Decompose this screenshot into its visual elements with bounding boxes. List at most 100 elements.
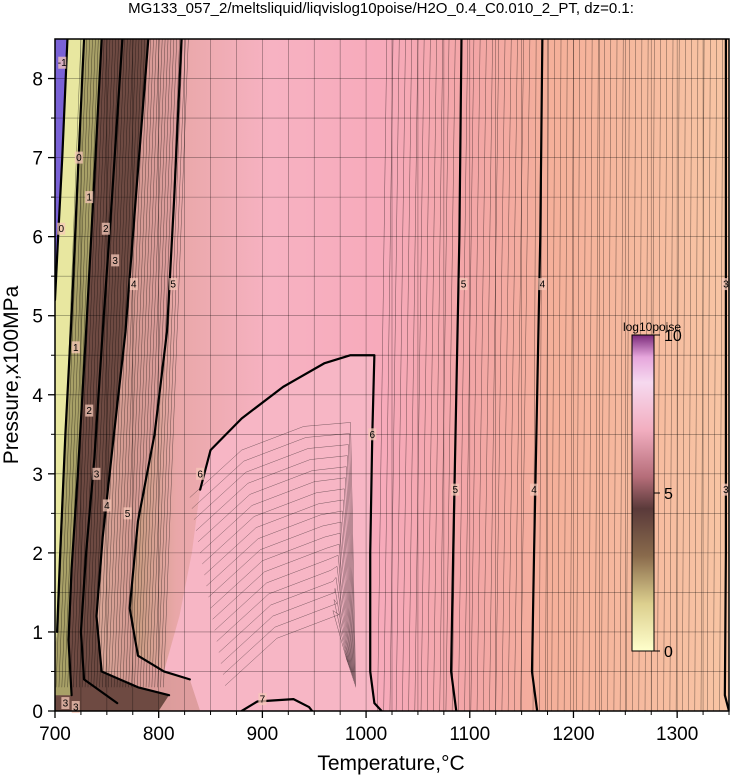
minor-contour	[64, 39, 90, 688]
minor-contour	[576, 39, 580, 711]
y-axis: 0 1 2 3 4 5 6 7 8	[32, 70, 55, 723]
minor-contour	[613, 39, 618, 711]
minor-contour	[588, 39, 593, 711]
minor-contour	[501, 39, 512, 711]
minor-contour	[113, 39, 140, 688]
contour-label: 2	[101, 222, 110, 235]
minor-contour	[557, 39, 562, 711]
x-tick-label: 1100	[449, 724, 490, 745]
minor-contour	[212, 543, 351, 670]
contour-label: -1	[58, 56, 67, 69]
minor-contour	[208, 521, 352, 674]
minor-contour	[482, 39, 493, 711]
svg-text:1: 1	[86, 193, 92, 204]
minor-contour	[134, 39, 160, 688]
y-tick-label: 4	[32, 386, 43, 407]
minor-contour	[420, 39, 431, 711]
contour-label: 3	[721, 483, 730, 496]
minor-contour	[464, 39, 475, 711]
contour-label: 3	[61, 697, 70, 710]
minor-contour	[139, 39, 166, 688]
minor-contour	[125, 39, 151, 688]
contour-label: 5	[123, 507, 132, 520]
svg-text:0: 0	[58, 224, 64, 235]
minor-contour	[105, 39, 131, 688]
contour-label: 5	[451, 483, 460, 496]
minor-contour	[495, 39, 506, 711]
contour-label: 5	[169, 278, 178, 291]
colorbar-tick-label: 0	[664, 644, 673, 661]
minor-contour	[202, 488, 353, 678]
svg-text:1: 1	[73, 343, 79, 354]
major-contour-5	[128, 39, 191, 681]
contour-label: 5	[459, 278, 468, 291]
y-tick-label: 0	[32, 702, 43, 723]
minor-contour	[675, 39, 680, 711]
svg-text:3: 3	[94, 469, 100, 480]
y-tick-label: 6	[32, 228, 43, 249]
x-tick-label: 1200	[552, 724, 594, 745]
svg-text:5: 5	[461, 280, 467, 291]
contour-label: 4	[129, 278, 138, 291]
svg-text:3: 3	[112, 256, 118, 267]
colorbar-tick-label: 10	[664, 328, 682, 345]
major-contour-4	[95, 39, 171, 697]
minor-contour	[204, 499, 353, 677]
minor-contour	[594, 39, 599, 711]
minor-contour	[582, 39, 587, 711]
minor-contour	[520, 39, 531, 711]
minor-contour	[657, 39, 661, 711]
svg-text:4: 4	[531, 485, 537, 496]
minor-contour	[700, 39, 705, 711]
x-tick-label: 1300	[656, 724, 698, 745]
contour-label: 6	[196, 467, 205, 480]
minor-contour	[563, 39, 568, 711]
contour-label: 7	[258, 693, 267, 706]
svg-text:4: 4	[540, 280, 546, 291]
minor-contour	[70, 39, 96, 688]
minor-contour	[402, 39, 412, 711]
minor-contour	[433, 39, 444, 711]
minor-contour	[163, 39, 189, 688]
minor-contour	[116, 39, 143, 688]
minor-contour	[470, 39, 481, 711]
minor-contour	[108, 39, 134, 688]
minor-contour	[395, 39, 406, 711]
minor-contour	[197, 466, 354, 681]
svg-text:5: 5	[170, 280, 176, 291]
contour-label: 3	[111, 254, 120, 267]
svg-text:6: 6	[370, 430, 376, 441]
minor-contour	[99, 39, 125, 688]
major-contour-7	[240, 698, 314, 711]
minor-contour	[514, 39, 524, 711]
contour-label: 1	[71, 341, 80, 354]
minor-contour	[489, 39, 500, 711]
minor-contour	[191, 433, 356, 686]
minor-contour	[224, 610, 348, 686]
minor-contour	[96, 39, 122, 688]
contour-label: 3	[92, 467, 101, 480]
minor-contour	[551, 39, 556, 711]
minor-contour	[445, 39, 456, 711]
major-contour-3	[723, 39, 729, 711]
minor-contour	[193, 444, 355, 685]
svg-text:3: 3	[63, 699, 69, 710]
minor-contour	[383, 39, 394, 711]
minor-contour	[148, 39, 175, 688]
minor-contour	[719, 39, 724, 711]
svg-text:4: 4	[104, 501, 110, 512]
colorbar-scale	[631, 334, 655, 652]
svg-text:3: 3	[723, 485, 729, 496]
minor-contour	[626, 39, 630, 711]
y-axis-label: Pressure,x100MPa	[0, 285, 23, 464]
minor-contour	[102, 39, 128, 688]
svg-text:0: 0	[76, 153, 82, 164]
colorbar: log10poise 0 5 10	[623, 320, 682, 661]
y-tick-label: 8	[32, 70, 43, 91]
y-tick-label: 3	[32, 465, 43, 486]
contour-label: 0	[57, 222, 66, 235]
minor-contour	[137, 39, 163, 688]
minor-contour	[81, 39, 108, 688]
minor-contour	[131, 39, 157, 688]
